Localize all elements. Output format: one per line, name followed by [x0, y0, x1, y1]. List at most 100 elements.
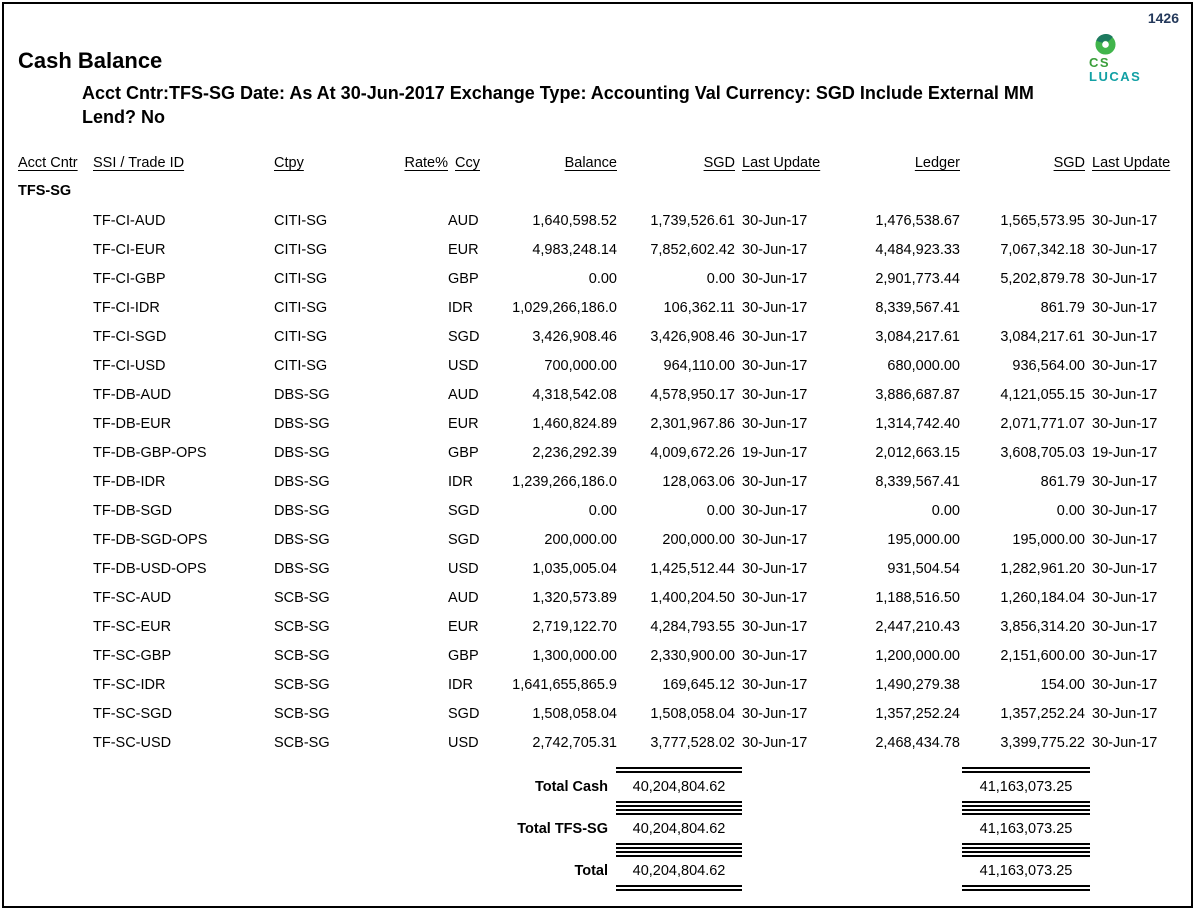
cell-rate [399, 294, 448, 323]
total-cash-ledger-sgd-value: 41,163,073.25 [962, 766, 1090, 807]
cell-sgd: 4,578,950.17 [650, 387, 735, 404]
cell-ledger-sgd: 1,357,252.24 [1000, 706, 1085, 723]
cell-rate [399, 526, 448, 555]
cell-ledger: 8,339,567.41 [875, 300, 960, 317]
cell-ctpy: CITI-SG [274, 242, 328, 259]
report-title: Cash Balance [18, 48, 163, 73]
cell-acct [18, 468, 93, 497]
cash-balance-table: Acct Cntr SSI / Trade ID Ctpy Rate% Ccy … [18, 151, 1180, 758]
logo-text-lucas: LUCAS [1089, 68, 1142, 84]
cell-ssi: TF-DB-GBP-OPS [93, 445, 207, 462]
table-row: TF-CI-AUD CITI-SG AUD 1,640,598.52 1,739,526… [18, 207, 1180, 236]
cell-ledger: 2,901,773.44 [875, 271, 960, 288]
cell-ledger-last-update: 30-Jun-17 [1092, 532, 1158, 549]
cell-balance: 1,460,824.89 [532, 416, 617, 433]
cell-ccy: IDR [448, 474, 473, 491]
cell-ssi: TF-SC-AUD [93, 590, 172, 607]
cell-ccy: USD [448, 561, 479, 578]
report-criteria-line1: Acct Cntr:TFS-SG Date: As At 30-Jun-2017… [82, 83, 1034, 103]
cell-ccy: SGD [448, 706, 480, 723]
cell-ledger: 1,188,516.50 [875, 590, 960, 607]
group-row-tfs-sg: TFS-SG [18, 175, 1180, 207]
cell-last-update: 30-Jun-17 [742, 329, 808, 346]
cell-ledger: 931,504.54 [887, 561, 960, 578]
cell-ctpy: CITI-SG [274, 329, 328, 346]
cell-ccy: SGD [448, 532, 480, 549]
cell-ccy: GBP [448, 648, 479, 665]
total-cash-row: Total Cash 40,204,804.62 41,163,073.25 [18, 766, 1191, 807]
cell-balance: 2,742,705.31 [532, 735, 617, 752]
cell-acct [18, 555, 93, 584]
cell-balance: 4,983,248.14 [532, 242, 617, 259]
cell-ccy: IDR [448, 300, 473, 317]
cell-acct [18, 236, 93, 265]
cell-ledger-last-update: 30-Jun-17 [1092, 503, 1158, 520]
cell-balance: 1,239,266,186.0 [512, 474, 617, 491]
cell-rate [399, 410, 448, 439]
cell-ctpy: SCB-SG [274, 619, 330, 636]
cell-ctpy: CITI-SG [274, 358, 328, 375]
col-header-ssi-trade-id: SSI / Trade ID [93, 154, 185, 171]
cell-acct [18, 323, 93, 352]
table-row: TF-DB-IDR DBS-SG IDR 1,239,266,186.0 128,063… [18, 468, 1180, 497]
cell-ctpy: SCB-SG [274, 648, 330, 665]
cell-sgd: 1,739,526.61 [650, 213, 735, 230]
cell-rate [399, 700, 448, 729]
cell-balance: 200,000.00 [544, 532, 617, 549]
cell-rate [399, 439, 448, 468]
cell-ctpy: SCB-SG [274, 706, 330, 723]
report-criteria-line2: Lend? No [82, 107, 165, 128]
report-criteria: Acct Cntr:TFS-SG Date: As At 30-Jun-2017… [82, 81, 1144, 130]
cell-ledger-sgd: 936,564.00 [1012, 358, 1085, 375]
cell-ctpy: SCB-SG [274, 590, 330, 607]
cell-sgd: 1,425,512.44 [650, 561, 735, 578]
cell-ledger: 2,012,663.15 [875, 445, 960, 462]
cell-sgd: 1,400,204.50 [650, 590, 735, 607]
cell-ledger: 2,468,434.78 [875, 735, 960, 752]
cell-ledger-last-update: 30-Jun-17 [1092, 561, 1158, 578]
cell-acct [18, 410, 93, 439]
table-row: TF-SC-USD SCB-SG USD 2,742,705.31 3,777,528.… [18, 729, 1180, 758]
cell-ssi: TF-SC-IDR [93, 677, 166, 694]
cell-acct [18, 526, 93, 555]
cell-ssi: TF-SC-EUR [93, 619, 172, 636]
cs-lucas-logo: CS LUCAS [1089, 34, 1163, 83]
cell-balance: 0.00 [588, 271, 617, 288]
cell-ledger: 2,447,210.43 [875, 619, 960, 636]
cell-rate [399, 265, 448, 294]
cell-ledger-sgd: 1,260,184.04 [1000, 590, 1085, 607]
cell-ctpy: DBS-SG [274, 561, 330, 578]
grand-total-sgd-value: 40,204,804.62 [616, 850, 742, 891]
table-row: TF-DB-USD-OPS DBS-SG USD 1,035,005.04 1,425,… [18, 555, 1180, 584]
cell-acct [18, 671, 93, 700]
cell-last-update: 30-Jun-17 [742, 706, 808, 723]
cell-rate [399, 381, 448, 410]
table-row: TF-DB-SGD-OPS DBS-SG SGD 200,000.00 200,000.… [18, 526, 1180, 555]
cell-balance: 2,719,122.70 [532, 619, 617, 636]
cell-balance: 1,320,573.89 [532, 590, 617, 607]
cell-ccy: SGD [448, 503, 480, 520]
cell-balance: 700,000.00 [544, 358, 617, 375]
col-header-ctpy: Ctpy [274, 154, 304, 171]
cell-ledger-sgd: 154.00 [1040, 677, 1085, 694]
cell-ssi: TF-DB-USD-OPS [93, 561, 207, 578]
cell-ledger-sgd: 3,399,775.22 [1000, 735, 1085, 752]
cell-last-update: 30-Jun-17 [742, 677, 808, 694]
cell-ssi: TF-DB-IDR [93, 474, 166, 491]
cell-ccy: IDR [448, 677, 473, 694]
cell-last-update: 30-Jun-17 [742, 648, 808, 665]
cell-sgd: 2,301,967.86 [650, 416, 735, 433]
cell-ledger-last-update: 30-Jun-17 [1092, 648, 1158, 665]
cell-balance: 4,318,542.08 [532, 387, 617, 404]
table-row: TF-DB-AUD DBS-SG AUD 4,318,542.08 4,578,950.… [18, 381, 1180, 410]
cell-ledger-sgd: 861.79 [1040, 300, 1085, 317]
cell-sgd: 106,362.11 [663, 300, 736, 317]
cell-ccy: SGD [448, 329, 480, 346]
cell-last-update: 30-Jun-17 [742, 503, 808, 520]
cell-balance: 3,426,908.46 [532, 329, 617, 346]
table-row: TF-CI-SGD CITI-SG SGD 3,426,908.46 3,426,908… [18, 323, 1180, 352]
cell-ssi: TF-CI-EUR [93, 242, 166, 259]
cell-ssi: TF-CI-USD [93, 358, 166, 375]
table-row: TF-SC-GBP SCB-SG GBP 1,300,000.00 2,330,900.… [18, 642, 1180, 671]
